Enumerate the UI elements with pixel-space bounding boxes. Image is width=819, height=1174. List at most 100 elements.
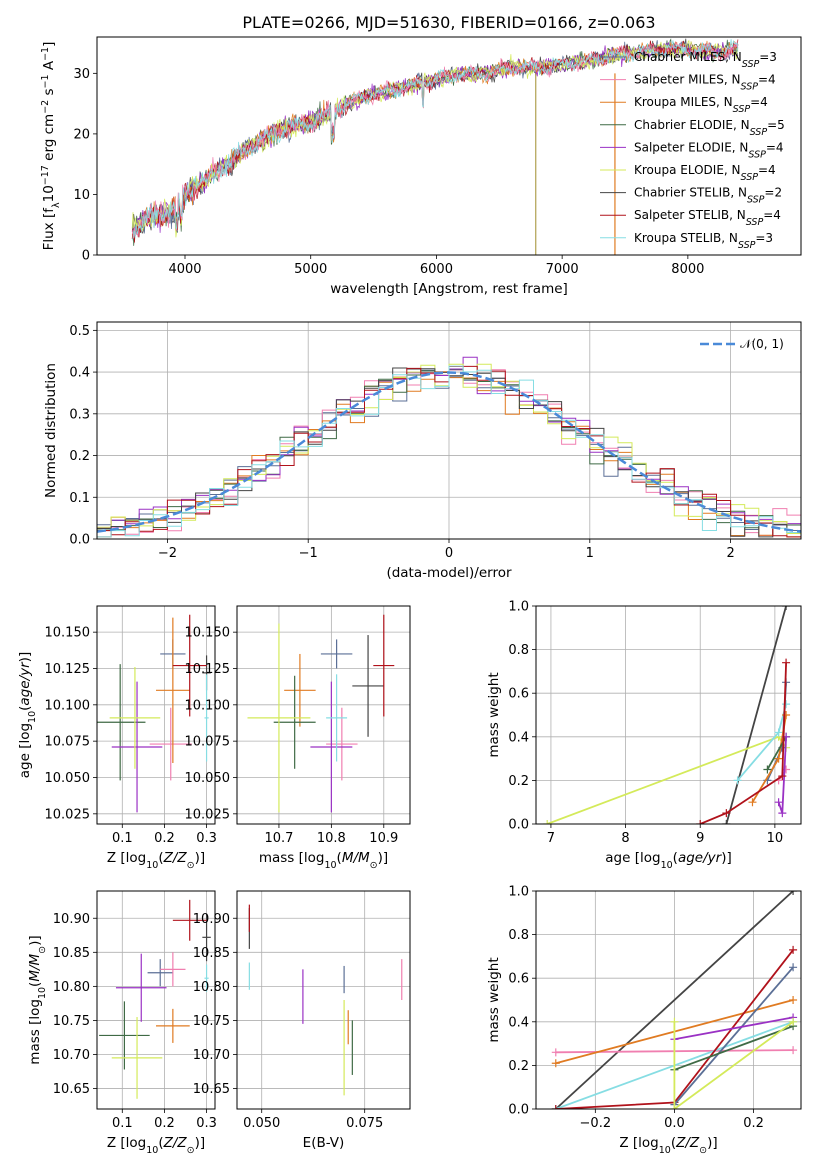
series-marker-2 [774,754,783,763]
tick-label-y: 10.025 [45,807,91,822]
tick-label-y: 10.90 [53,912,90,927]
series-marker-7 [696,820,705,824]
label-part: ( [17,706,33,711]
x-axis-label: (data-model)/error [386,565,512,581]
tick-label-x: 4000 [168,262,201,277]
spectrum-line-8 [131,39,739,241]
tick-label-y: 0.5 [69,324,90,339]
label-part: SSP [741,172,759,183]
tick-label-x: 6000 [420,262,453,277]
y-axis-label: mass [log10(M/M⊙)] [27,935,48,1064]
label-part: Chabrier ELODIE, N [634,118,750,132]
label-part: Chabrier MILES, N [634,50,742,64]
tick-label-x: 5000 [294,262,327,277]
label-part: erg cm [41,114,57,165]
label-part: Z/Z [675,1135,700,1151]
tick-label-x: 2 [726,546,734,561]
age-vs-mass-panel: 10.7 10.8 10.9 10.025 10.050 10.075 10.100 10.1… [185,605,411,871]
legend-label-6: Chabrier STELIB, NSSP=2 [634,186,782,206]
series-line-3 [674,1025,794,1071]
label-part: =4 [758,73,776,87]
tick-label-y: 0.4 [508,730,529,745]
mass-vs-ebv-panel: 0.050 0.075 10.65 10.70 10.75 10.80 10.85 10.90… [193,890,411,1151]
label-part: ( [27,982,43,987]
plot-area [536,891,801,1109]
tick-label-x: 0 [445,546,453,561]
axes-frame [96,36,802,256]
label-part: =4 [750,95,768,109]
label-part: ⊙ [370,860,378,871]
label-part: SSP [733,104,751,115]
tick-label-x: 0.2 [743,1116,764,1131]
label-part: M/M [27,953,43,981]
label-part: 10 [37,987,48,999]
label-part: 10 [27,711,38,723]
series-marker-6 [782,606,791,610]
tick-label-y: 10.150 [185,626,231,641]
series-marker-8 [733,776,742,785]
tick-label-x: 0.2 [154,831,175,846]
label-part: 10 [146,860,158,871]
label-part: =3 [755,231,773,245]
series-marker-7 [782,658,791,667]
axes-frame [96,890,216,1110]
tick-label-x: −0.2 [580,1116,612,1131]
label-part: Flux [f [41,207,57,251]
label-part: )] [27,935,43,946]
x-axis-label: E(B-V) [303,1135,345,1151]
label-part: 10 [146,1145,158,1156]
tick-label-y: 0.0 [69,533,90,548]
series-marker-5 [789,1017,798,1026]
label-part: age/yr [678,850,723,866]
series-marker-2 [551,1059,560,1068]
massweight-vs-metallicity-panel: −0.2 0.0 0.2 0.0 0.2 0.4 0.6 0.8 1.0 Z [log10(Z/Z… [486,885,802,1156]
label-part: A [41,60,57,74]
tick-label-y: 0.2 [508,1059,529,1074]
label-part: Z [log [107,850,146,866]
label-part: ⊙ [699,1145,707,1156]
label-part: Z [log [619,1135,658,1151]
series-marker-8 [782,700,791,709]
series-marker-5 [670,1105,679,1109]
tick-label-y: 10.75 [193,1014,230,1029]
tick-label-x: 1 [586,546,594,561]
age-vs-metallicity-panel: 0.1 0.2 0.3 10.025 10.050 10.075 10.100 10.125 1… [17,605,217,871]
label-part: age [log [605,850,660,866]
tick-label-y: 0.2 [508,774,529,789]
label-part: Z [log [107,1135,146,1151]
y-axis-label: Normed distribution [43,363,59,498]
tick-label-x: −1 [299,546,318,561]
tick-label-y: 0.0 [508,818,529,833]
label-part: ( [158,1135,163,1151]
series-line-7 [699,662,787,824]
label-part: age/yr [17,661,33,706]
plot-content [248,904,403,1096]
label-part: Z/Z [163,850,188,866]
label-part: ( [337,850,342,866]
tick-label-y: 0.8 [508,643,529,658]
x-axis-label: mass [log10(M/M⊙)] [259,850,388,871]
series-marker-4 [778,809,787,818]
label-part: =4 [766,140,784,154]
series-marker-7 [778,772,787,781]
label-part: ⊙ [187,860,195,871]
normal-reference-curve [97,371,801,533]
tick-label-y: 0.8 [508,928,529,943]
tick-label-x: 10.7 [264,831,293,846]
legend-label-3: Chabrier ELODIE, NSSP=5 [634,118,785,138]
label-part: −1 [40,74,51,88]
series-marker-6 [789,891,798,895]
legend-label: 𝒩(0, 1) [740,337,784,351]
series-marker-3 [763,765,772,774]
histogram-8 [97,365,801,538]
plot-content [131,38,739,255]
tick-label-y: 10.075 [185,735,231,750]
label-part: SSP [738,239,756,250]
tick-label-x: 9 [696,831,704,846]
axes-frame [96,321,802,540]
label-part: ⊙ [187,1145,195,1156]
tick-label-y: 10.050 [185,771,231,786]
x-axis-label: age [log10(age/yr)] [605,850,731,871]
label-part: Salpeter STELIB, N [634,208,746,222]
